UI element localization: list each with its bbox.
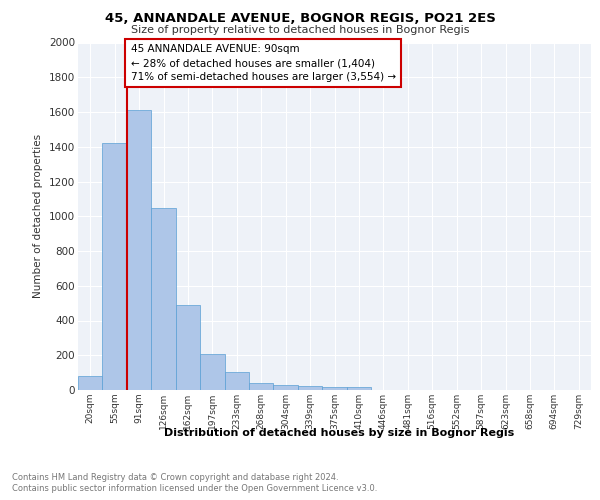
Bar <box>200 354 224 390</box>
Bar <box>249 383 274 390</box>
Bar <box>127 110 151 390</box>
Bar <box>78 376 103 390</box>
Bar <box>103 144 127 390</box>
Bar <box>176 305 200 390</box>
Text: 45, ANNANDALE AVENUE, BOGNOR REGIS, PO21 2ES: 45, ANNANDALE AVENUE, BOGNOR REGIS, PO21… <box>104 12 496 26</box>
Text: Size of property relative to detached houses in Bognor Regis: Size of property relative to detached ho… <box>131 25 469 35</box>
Text: Distribution of detached houses by size in Bognor Regis: Distribution of detached houses by size … <box>164 428 514 438</box>
Bar <box>274 385 298 390</box>
Text: 45 ANNANDALE AVENUE: 90sqm
← 28% of detached houses are smaller (1,404)
71% of s: 45 ANNANDALE AVENUE: 90sqm ← 28% of deta… <box>131 44 395 82</box>
Y-axis label: Number of detached properties: Number of detached properties <box>34 134 43 298</box>
Text: Contains HM Land Registry data © Crown copyright and database right 2024.: Contains HM Land Registry data © Crown c… <box>12 472 338 482</box>
Bar <box>347 386 371 390</box>
Bar <box>151 208 176 390</box>
Bar <box>298 386 322 390</box>
Text: Contains public sector information licensed under the Open Government Licence v3: Contains public sector information licen… <box>12 484 377 493</box>
Bar <box>322 386 347 390</box>
Bar <box>224 372 249 390</box>
